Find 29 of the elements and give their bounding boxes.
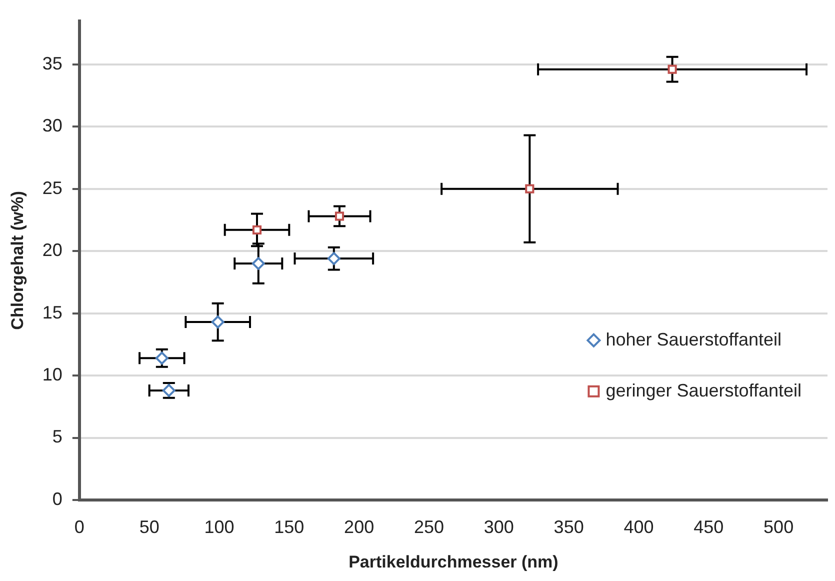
x-tick-label: 350 — [554, 516, 584, 537]
x-tick-label: 500 — [764, 516, 794, 537]
point — [211, 316, 224, 329]
legend-label: geringer Sauerstoffanteil — [606, 380, 802, 400]
y-axis-title: Chlorgehalt (w%) — [8, 190, 27, 330]
x-tick-label: 400 — [624, 516, 654, 537]
y-tick-label: 0 — [52, 488, 62, 509]
point — [668, 64, 677, 74]
y-tick-label: 10 — [42, 364, 62, 384]
x-tick-label: 200 — [344, 516, 374, 537]
x-tick-label: 150 — [274, 516, 304, 537]
legend-label: hoher Sauerstoffanteil — [606, 329, 782, 350]
y-tick-label: 5 — [52, 426, 62, 447]
x-tick-label: 250 — [414, 516, 444, 537]
x-tick-label: 50 — [139, 516, 160, 537]
x-tick-label: 100 — [204, 516, 234, 537]
x-axis-title: Partikeldurchmesser (nm) — [348, 552, 558, 572]
point — [252, 225, 262, 234]
y-tick-label: 15 — [42, 302, 62, 322]
point — [252, 257, 265, 270]
y-tick-label: 35 — [42, 53, 62, 74]
point — [525, 184, 534, 194]
x-tick-label: 0 — [74, 516, 84, 537]
x-tick-label: 450 — [694, 516, 724, 537]
x-tick-label: 300 — [484, 516, 514, 537]
y-tick-label: 20 — [42, 240, 62, 260]
y-tick-label: 30 — [42, 116, 62, 136]
point — [327, 252, 340, 266]
y-tick-label: 25 — [42, 178, 62, 198]
